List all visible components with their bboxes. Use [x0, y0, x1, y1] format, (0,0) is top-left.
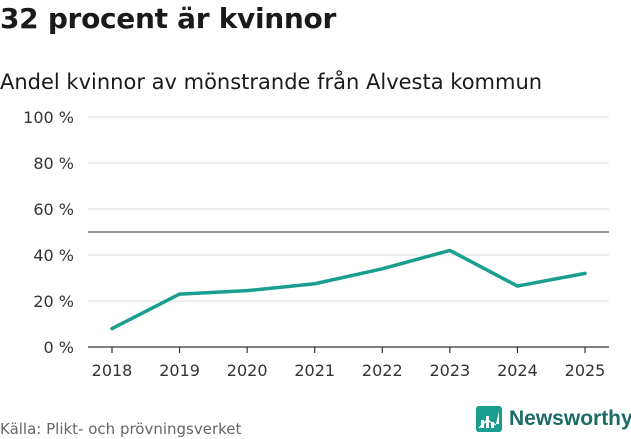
chart-title: 32 procent är kvinnor [0, 2, 336, 35]
x-tick-label: 2022 [362, 361, 403, 380]
y-tick-label: 20 % [33, 292, 74, 311]
chart-subtitle: Andel kvinnor av mönstrande från Alvesta… [0, 70, 543, 94]
data-point [178, 292, 182, 296]
x-tick-label: 2025 [565, 361, 606, 380]
data-point [110, 327, 114, 331]
source-note: Källa: Plikt- och prövningsverket [0, 420, 242, 438]
data-point [245, 289, 249, 293]
x-tick-label: 2024 [497, 361, 538, 380]
y-tick-label: 80 % [33, 154, 74, 173]
y-tick-label: 0 % [44, 338, 74, 357]
series-line [110, 248, 587, 331]
data-point [313, 282, 317, 286]
x-tick-label: 2021 [294, 361, 335, 380]
x-tick-label: 2018 [92, 361, 133, 380]
newsworthy-chart-icon [476, 406, 502, 432]
brand-name: Newsworthy [509, 407, 631, 430]
x-tick-label: 2023 [429, 361, 470, 380]
data-point [380, 267, 384, 271]
data-point [583, 271, 587, 275]
data-point [448, 248, 452, 252]
x-tick-label: 2019 [159, 361, 200, 380]
y-tick-label: 60 % [33, 200, 74, 219]
x-tick-label: 2020 [227, 361, 268, 380]
y-tick-label: 40 % [33, 246, 74, 265]
data-point [515, 284, 519, 288]
y-tick-label: 100 % [23, 108, 74, 127]
line-chart: 0 % 20 % 40 % 60 % 80 % 100 % 2018 2019 2020 202… [23, 108, 609, 380]
newsworthy-logo[interactable]: Newsworthy [476, 406, 631, 432]
